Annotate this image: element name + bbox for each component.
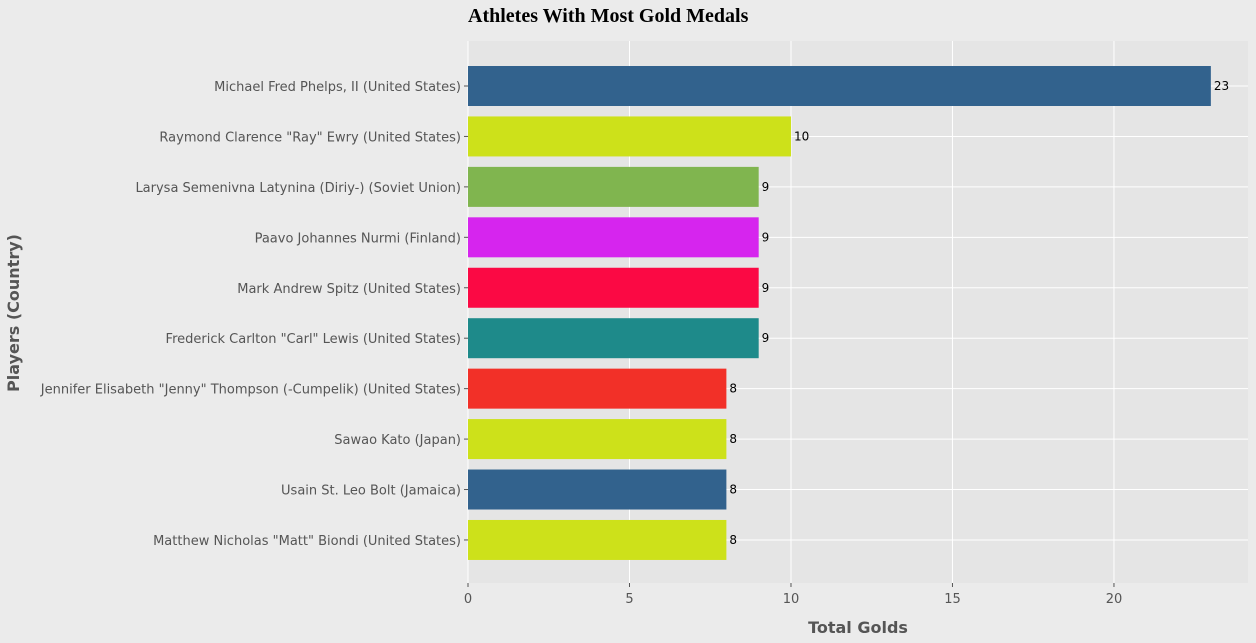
x-tick-labels: 0 5 10 15 20 — [464, 583, 1122, 607]
y-tick-label: Frederick Carlton "Carl" Lewis (United S… — [166, 332, 461, 347]
bar — [468, 368, 727, 409]
y-tick-label: Larysa Semenivna Latynina (Diriy-) (Sovi… — [135, 181, 461, 196]
y-tick-label: Mark Andrew Spitz (United States) — [237, 282, 461, 297]
y-tick-label: Raymond Clarence "Ray" Ewry (United Stat… — [159, 130, 461, 145]
x-tick-label: 0 — [464, 592, 472, 607]
bar-value-label: 9 — [762, 230, 770, 244]
chart-title: Athletes With Most Gold Medals — [468, 5, 749, 27]
y-axis-label: Players (Country) — [4, 234, 23, 392]
x-tick-label: 15 — [944, 592, 961, 607]
bar-value-label: 8 — [729, 533, 737, 547]
bar — [468, 116, 791, 157]
bar — [468, 217, 759, 258]
bar — [468, 318, 759, 359]
bar-value-label: 9 — [762, 281, 770, 295]
x-tick-label: 5 — [625, 592, 633, 607]
bar-value-label: 8 — [729, 432, 737, 446]
bar-value-label: 23 — [1214, 79, 1229, 93]
data-labels: 23 10 9 9 9 9 8 8 8 8 — [729, 79, 1229, 547]
bar — [468, 469, 727, 510]
y-tick-labels: Michael Fred Phelps, II (United States) R… — [40, 80, 468, 549]
bar — [468, 519, 727, 560]
bar-value-label: 10 — [794, 129, 809, 143]
y-tick-label: Matthew Nicholas "Matt" Biondi (United S… — [153, 534, 461, 549]
bar-value-label: 9 — [762, 180, 770, 194]
bar — [468, 166, 759, 207]
bars — [468, 66, 1211, 560]
bar — [468, 267, 759, 308]
bar — [468, 66, 1211, 106]
bar-value-label: 8 — [729, 483, 737, 497]
bar-value-label: 9 — [762, 331, 770, 345]
bar — [468, 419, 727, 460]
bar-value-label: 8 — [729, 382, 737, 396]
y-tick-label: Usain St. Leo Bolt (Jamaica) — [281, 484, 461, 499]
x-axis-label: Total Golds — [808, 618, 908, 637]
y-tick-label: Paavo Johannes Nurmi (Finland) — [255, 231, 461, 246]
y-tick-label: Jennifer Elisabeth "Jenny" Thompson (-Cu… — [40, 383, 461, 398]
y-tick-label: Sawao Kato (Japan) — [334, 433, 461, 448]
y-tick-label: Michael Fred Phelps, II (United States) — [214, 80, 461, 95]
x-tick-label: 20 — [1106, 592, 1123, 607]
x-tick-label: 10 — [783, 592, 800, 607]
